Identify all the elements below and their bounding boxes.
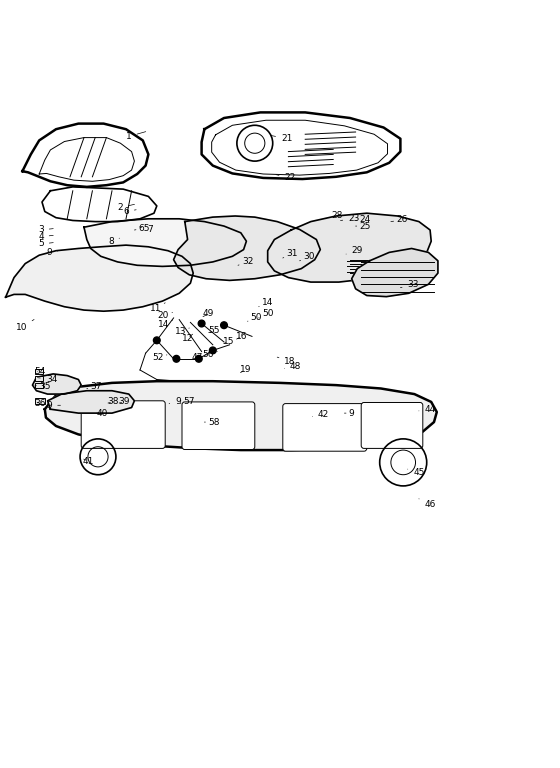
Text: 12: 12: [182, 333, 193, 343]
Text: 29: 29: [346, 247, 363, 255]
Text: 30: 30: [300, 253, 315, 261]
Text: 41: 41: [83, 457, 94, 465]
Text: 37: 37: [87, 382, 102, 392]
Text: 13: 13: [175, 327, 189, 336]
Text: 38: 38: [108, 397, 119, 406]
Polygon shape: [48, 391, 134, 413]
Text: 54: 54: [35, 367, 46, 376]
Text: 18: 18: [277, 357, 296, 366]
Text: 26: 26: [391, 215, 408, 224]
Text: 46: 46: [419, 498, 436, 509]
Polygon shape: [268, 214, 431, 282]
Text: 39: 39: [119, 397, 130, 406]
Polygon shape: [6, 245, 193, 311]
Text: 1: 1: [126, 131, 146, 141]
Polygon shape: [202, 112, 400, 179]
Text: 9: 9: [169, 397, 181, 406]
Text: 21: 21: [270, 134, 292, 143]
Text: 57: 57: [180, 397, 195, 406]
Polygon shape: [84, 219, 246, 266]
FancyBboxPatch shape: [361, 402, 423, 449]
Bar: [35, 383, 43, 388]
Text: 22: 22: [276, 174, 296, 183]
Polygon shape: [42, 187, 157, 222]
Text: 19: 19: [240, 366, 251, 375]
FancyBboxPatch shape: [283, 404, 367, 452]
Text: 58: 58: [204, 418, 220, 426]
Text: 56: 56: [203, 349, 217, 359]
Text: 42: 42: [312, 410, 329, 419]
Text: 9: 9: [46, 401, 60, 410]
Text: 33: 33: [400, 280, 419, 290]
Text: 45: 45: [408, 468, 424, 477]
Text: 32: 32: [238, 257, 253, 266]
Text: 7: 7: [140, 225, 153, 234]
Text: 44: 44: [419, 405, 436, 414]
FancyBboxPatch shape: [182, 402, 255, 449]
Text: 9: 9: [46, 248, 58, 257]
Text: 35: 35: [35, 382, 50, 392]
Text: 15: 15: [223, 337, 234, 346]
Text: 50: 50: [259, 310, 273, 319]
Circle shape: [173, 356, 180, 362]
Text: 4: 4: [38, 232, 53, 241]
Text: 5: 5: [38, 240, 53, 249]
Text: 65: 65: [134, 223, 150, 233]
Bar: [35, 376, 43, 381]
Text: 25: 25: [356, 222, 371, 230]
Text: 10: 10: [16, 319, 34, 333]
Text: 24: 24: [356, 215, 371, 224]
Circle shape: [153, 337, 160, 344]
Polygon shape: [32, 374, 81, 394]
Text: 20: 20: [158, 311, 172, 320]
Text: 50: 50: [248, 313, 262, 323]
Circle shape: [198, 320, 205, 327]
Text: 16: 16: [236, 332, 248, 341]
Text: 40: 40: [96, 409, 108, 418]
Text: 55: 55: [208, 326, 220, 336]
Text: 11: 11: [150, 303, 165, 313]
Text: 48: 48: [284, 362, 301, 371]
Text: 28: 28: [326, 211, 343, 220]
Text: 8: 8: [108, 237, 119, 246]
Text: 14: 14: [259, 298, 273, 307]
Text: 14: 14: [158, 319, 172, 329]
Bar: [35, 369, 43, 374]
Text: 49: 49: [203, 310, 214, 319]
Circle shape: [221, 322, 227, 329]
Text: 9: 9: [344, 409, 354, 418]
Circle shape: [195, 356, 202, 362]
Text: 52: 52: [152, 353, 167, 362]
Circle shape: [209, 347, 216, 354]
Polygon shape: [45, 381, 437, 450]
Polygon shape: [352, 249, 438, 296]
Polygon shape: [174, 216, 320, 280]
Text: 6: 6: [123, 207, 136, 216]
Bar: [35, 398, 45, 404]
Polygon shape: [22, 124, 148, 187]
Text: 31: 31: [283, 249, 298, 258]
FancyBboxPatch shape: [81, 401, 165, 449]
Text: 3: 3: [38, 226, 53, 234]
Text: 2: 2: [118, 203, 134, 212]
Text: 23: 23: [340, 214, 360, 223]
Text: 34: 34: [38, 375, 57, 384]
Text: 47: 47: [192, 353, 206, 362]
Text: 36: 36: [35, 399, 46, 408]
